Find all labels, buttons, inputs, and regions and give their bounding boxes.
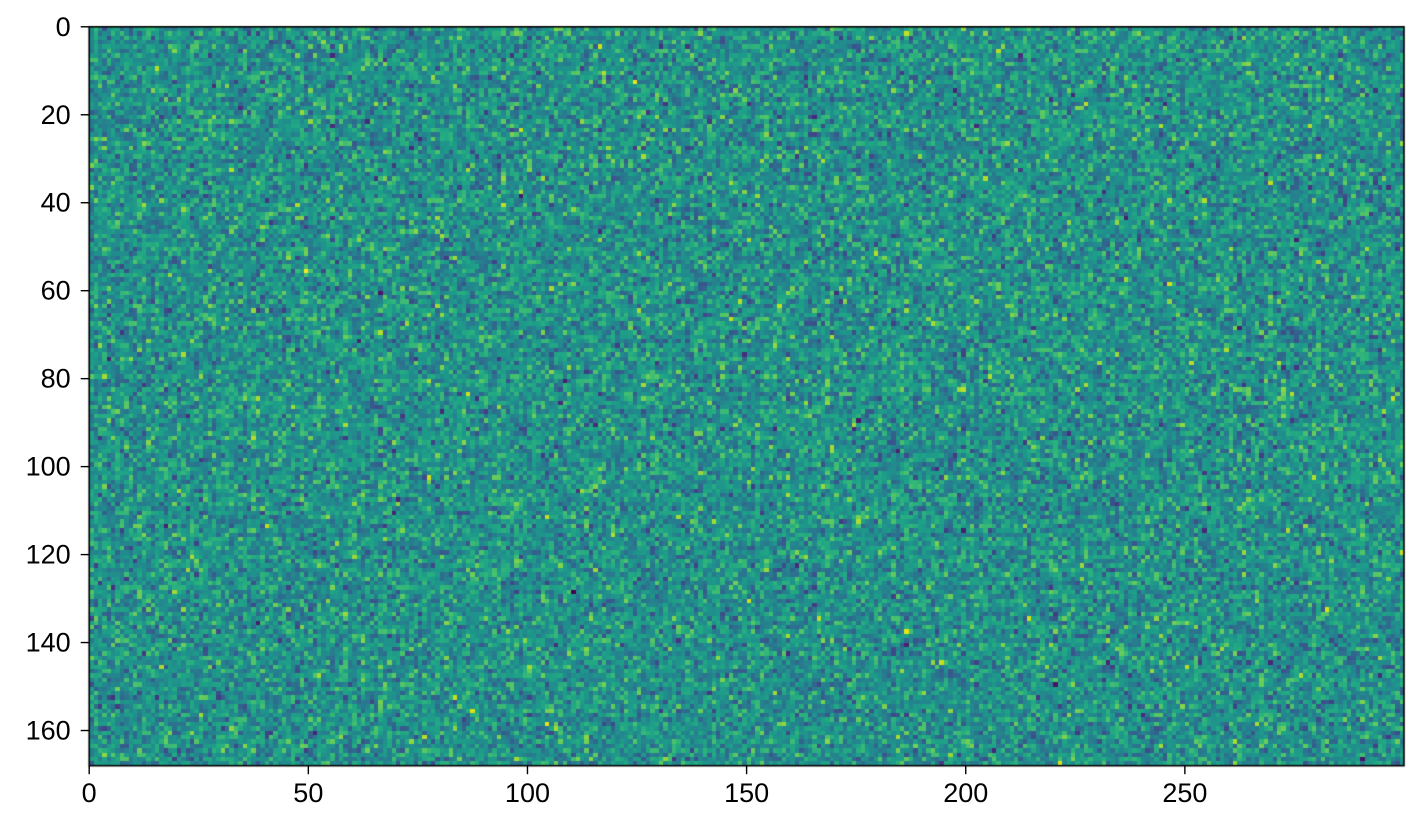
svg-text:40: 40 <box>41 188 71 218</box>
svg-text:160: 160 <box>26 716 71 746</box>
svg-text:60: 60 <box>41 276 71 306</box>
svg-text:250: 250 <box>1162 778 1207 808</box>
svg-text:0: 0 <box>56 12 71 42</box>
svg-text:100: 100 <box>26 452 71 482</box>
svg-text:80: 80 <box>41 364 71 394</box>
svg-text:140: 140 <box>26 628 71 658</box>
svg-text:0: 0 <box>82 778 97 808</box>
svg-text:120: 120 <box>26 540 71 570</box>
svg-text:100: 100 <box>505 778 550 808</box>
svg-text:20: 20 <box>41 100 71 130</box>
svg-text:200: 200 <box>943 778 988 808</box>
svg-text:50: 50 <box>293 778 323 808</box>
svg-text:150: 150 <box>724 778 769 808</box>
